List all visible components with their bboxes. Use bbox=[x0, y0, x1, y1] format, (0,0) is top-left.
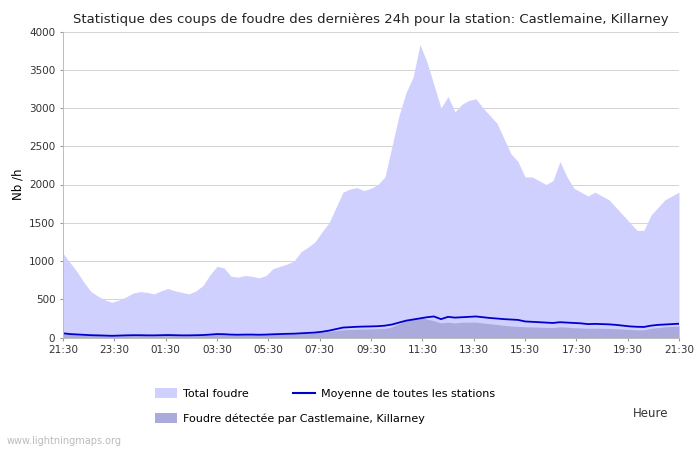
Title: Statistique des coups de foudre des dernières 24h pour la station: Castlemaine, : Statistique des coups de foudre des dern… bbox=[74, 13, 668, 26]
Text: Heure: Heure bbox=[633, 407, 668, 420]
Text: www.lightningmaps.org: www.lightningmaps.org bbox=[7, 436, 122, 446]
Y-axis label: Nb /h: Nb /h bbox=[12, 169, 25, 200]
Legend: Foudre détectée par Castlemaine, Killarney: Foudre détectée par Castlemaine, Killarn… bbox=[155, 413, 424, 424]
